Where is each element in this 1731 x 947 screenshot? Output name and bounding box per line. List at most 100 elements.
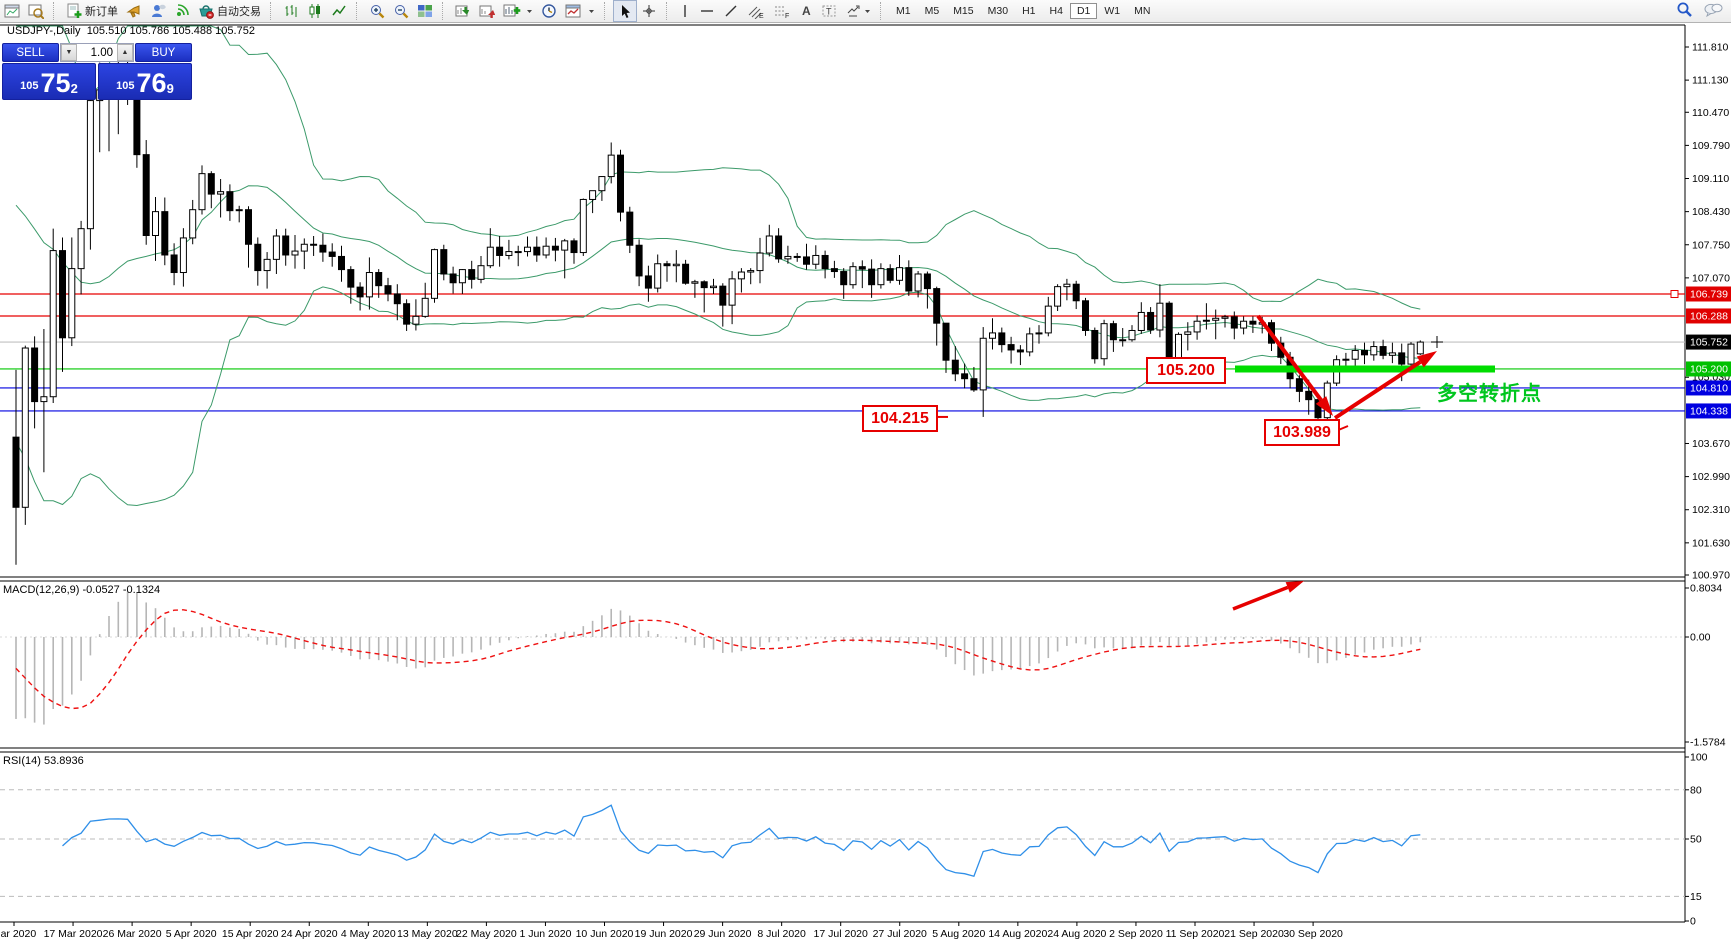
timeframe-MN[interactable]: MN: [1134, 5, 1151, 17]
volume-increase-button[interactable]: ▲: [117, 44, 133, 61]
candle: [524, 236, 531, 257]
candle: [1082, 297, 1089, 336]
main-toolbar: 新订单 自动交易 E F A T M1 M5 M15 M30 H1 H4 D1 W1 MN: [0, 0, 1731, 23]
price-badge-label: 104.338: [1690, 405, 1728, 417]
candle: [207, 171, 215, 209]
timeframe-M30[interactable]: M30: [987, 5, 1009, 17]
candle: [691, 279, 699, 298]
ask-main: 76: [136, 68, 167, 98]
vertical-line-tool[interactable]: [675, 1, 695, 21]
symbol-timeframe: USDJPY-,Daily: [7, 25, 81, 37]
fibonacci-tool[interactable]: F: [769, 1, 795, 21]
candle: [923, 271, 931, 309]
rsi-axis-label: 15: [1690, 891, 1702, 903]
line-chart-type-icon[interactable]: [327, 1, 351, 21]
channel-tool[interactable]: E: [743, 1, 769, 21]
candle: [254, 237, 262, 286]
timeframe-M1[interactable]: M1: [896, 5, 911, 17]
zoom-in-icon[interactable]: [365, 1, 389, 21]
toolbar-separator: [604, 2, 610, 20]
search-icon[interactable]: [1676, 1, 1693, 21]
templates-icon[interactable]: [561, 1, 599, 21]
volume-input[interactable]: 1.00: [90, 46, 113, 59]
timeframe-D1[interactable]: D1: [1069, 3, 1098, 19]
community-icon[interactable]: [146, 1, 170, 21]
zoom-out-icon[interactable]: [389, 1, 413, 21]
shapes-tool[interactable]: [841, 1, 875, 21]
bar-chart-type-icon[interactable]: [279, 1, 303, 21]
candle: [421, 282, 429, 318]
toolbar-separator: [442, 2, 448, 20]
candle: [1351, 345, 1359, 368]
horizontal-line-tool[interactable]: [695, 1, 719, 21]
volume-decrease-button[interactable]: ▼: [61, 44, 77, 61]
ask-price-box[interactable]: 105 76 9: [98, 63, 192, 100]
toolbar-separator: [270, 2, 276, 20]
rsi-axis-label: 100: [1690, 752, 1708, 764]
candle: [161, 197, 169, 266]
timeframe-H1[interactable]: H1: [1022, 5, 1036, 17]
text-tool[interactable]: A: [795, 1, 817, 21]
candle: [468, 260, 476, 289]
candle: [570, 238, 578, 264]
candle: [217, 178, 225, 218]
candle: [365, 257, 373, 310]
candle: [849, 262, 857, 289]
candle: [617, 149, 624, 222]
signals-icon[interactable]: [170, 1, 194, 21]
candle: [40, 329, 48, 473]
bid-prefix: 105: [20, 80, 39, 92]
annotation-arrow: [1232, 581, 1304, 611]
timeframe-M15[interactable]: M15: [953, 5, 974, 17]
new-chart-icon[interactable]: [499, 1, 537, 21]
candle: [951, 346, 959, 382]
timeframe-H4[interactable]: H4: [1049, 5, 1063, 17]
crosshair-tool[interactable]: [637, 1, 661, 21]
reversal-note-text[interactable]: 多空转折点: [1437, 383, 1542, 405]
candle: [784, 245, 792, 264]
tile-windows-icon[interactable]: [413, 1, 437, 21]
price-badge: [1686, 361, 1731, 377]
profiles-icon[interactable]: [24, 1, 48, 21]
chat-icon[interactable]: [1703, 2, 1723, 21]
svg-text:T: T: [826, 7, 832, 17]
price-badge: [1686, 403, 1731, 419]
periods-clock-icon[interactable]: [537, 1, 561, 21]
autotrade-button[interactable]: 自动交易: [194, 1, 265, 21]
bid-price-box[interactable]: 105 75 2: [2, 63, 96, 100]
timeframe-M5[interactable]: M5: [924, 5, 940, 17]
strategy-tester-icon[interactable]: [475, 1, 499, 21]
candle: [775, 228, 783, 263]
price-callout-104215[interactable]: 104.215: [862, 405, 938, 432]
candle: [756, 237, 764, 284]
label-tool[interactable]: T: [817, 1, 841, 21]
cursor-tool[interactable]: [613, 0, 637, 22]
buy-button[interactable]: BUY: [135, 43, 192, 62]
candle: [719, 283, 727, 327]
chart-window-icon[interactable]: [0, 1, 24, 21]
price-callout-103989[interactable]: 103.989: [1264, 419, 1340, 446]
rsi-axis-label: 80: [1690, 784, 1702, 796]
candle: [542, 237, 550, 259]
rsi-axis-label: 0: [1690, 916, 1696, 928]
candle: [319, 233, 327, 262]
alert-horn-icon[interactable]: [122, 1, 146, 21]
candle-chart-type-icon[interactable]: [303, 1, 327, 21]
candle: [272, 229, 280, 274]
timeframe-group: M1 M5 M15 M30 H1 H4 D1 W1 MN: [889, 3, 1157, 19]
candle: [1063, 278, 1071, 301]
data-window-icon[interactable]: [451, 1, 475, 21]
timeframe-W1[interactable]: W1: [1104, 5, 1121, 17]
price-callout-105200[interactable]: 105.200: [1146, 357, 1226, 384]
trendline-tool[interactable]: [719, 1, 743, 21]
candle: [198, 165, 206, 215]
price-tick-label: 101.630: [1692, 537, 1730, 549]
date-tick-label: 29 Jun 2020: [694, 928, 752, 940]
ohlc-high: 105.786: [129, 25, 170, 37]
sell-button[interactable]: SELL: [2, 43, 59, 62]
candle: [942, 322, 950, 373]
new-order-button[interactable]: 新订单: [62, 1, 122, 21]
candle: [989, 318, 996, 350]
price-tick-label: 107.070: [1692, 272, 1730, 284]
